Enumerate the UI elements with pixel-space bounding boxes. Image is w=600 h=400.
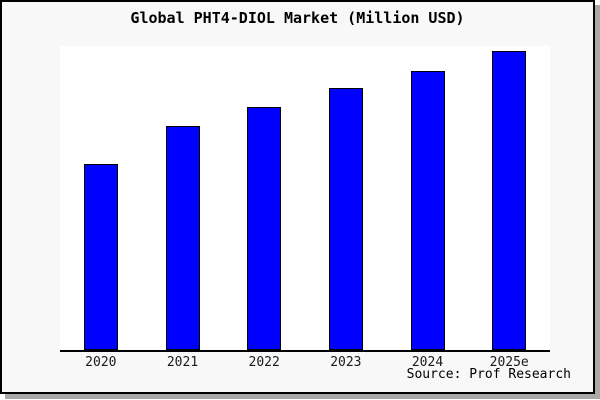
x-axis-labels: 2020 2021 2022 2023 2024 2025e xyxy=(60,355,550,370)
bar-row xyxy=(60,46,550,350)
x-tick-label-2022: 2022 xyxy=(248,355,280,370)
bar-slot-2020 xyxy=(60,46,142,350)
chart-window: Global PHT4-DIOL Market (Million USD) 20… xyxy=(0,0,595,394)
plot-area xyxy=(60,46,550,352)
x-tick-label-2024: 2024 xyxy=(411,355,444,370)
bar-2024 xyxy=(410,70,445,350)
x-tick-label-2020: 2020 xyxy=(85,355,117,370)
chart-title: Global PHT4-DIOL Market (Million USD) xyxy=(130,9,465,27)
x-tick-label-2023: 2023 xyxy=(330,355,362,370)
x-tick-label-2025e: 2025e xyxy=(489,355,529,370)
bar-2021 xyxy=(165,126,200,350)
bar-slot-2025e xyxy=(468,46,550,350)
bar-slot-2022 xyxy=(223,46,305,350)
bar-slot-2021 xyxy=(142,46,224,350)
source-label: Source: Prof Research xyxy=(406,367,571,382)
bar-2023 xyxy=(328,88,363,350)
x-tick-label-2021: 2021 xyxy=(166,355,199,370)
bar-2020 xyxy=(83,163,118,350)
bar-2022 xyxy=(247,106,282,350)
bar-slot-2023 xyxy=(305,46,387,350)
bar-2025e xyxy=(492,51,527,350)
bar-slot-2024 xyxy=(387,46,469,350)
